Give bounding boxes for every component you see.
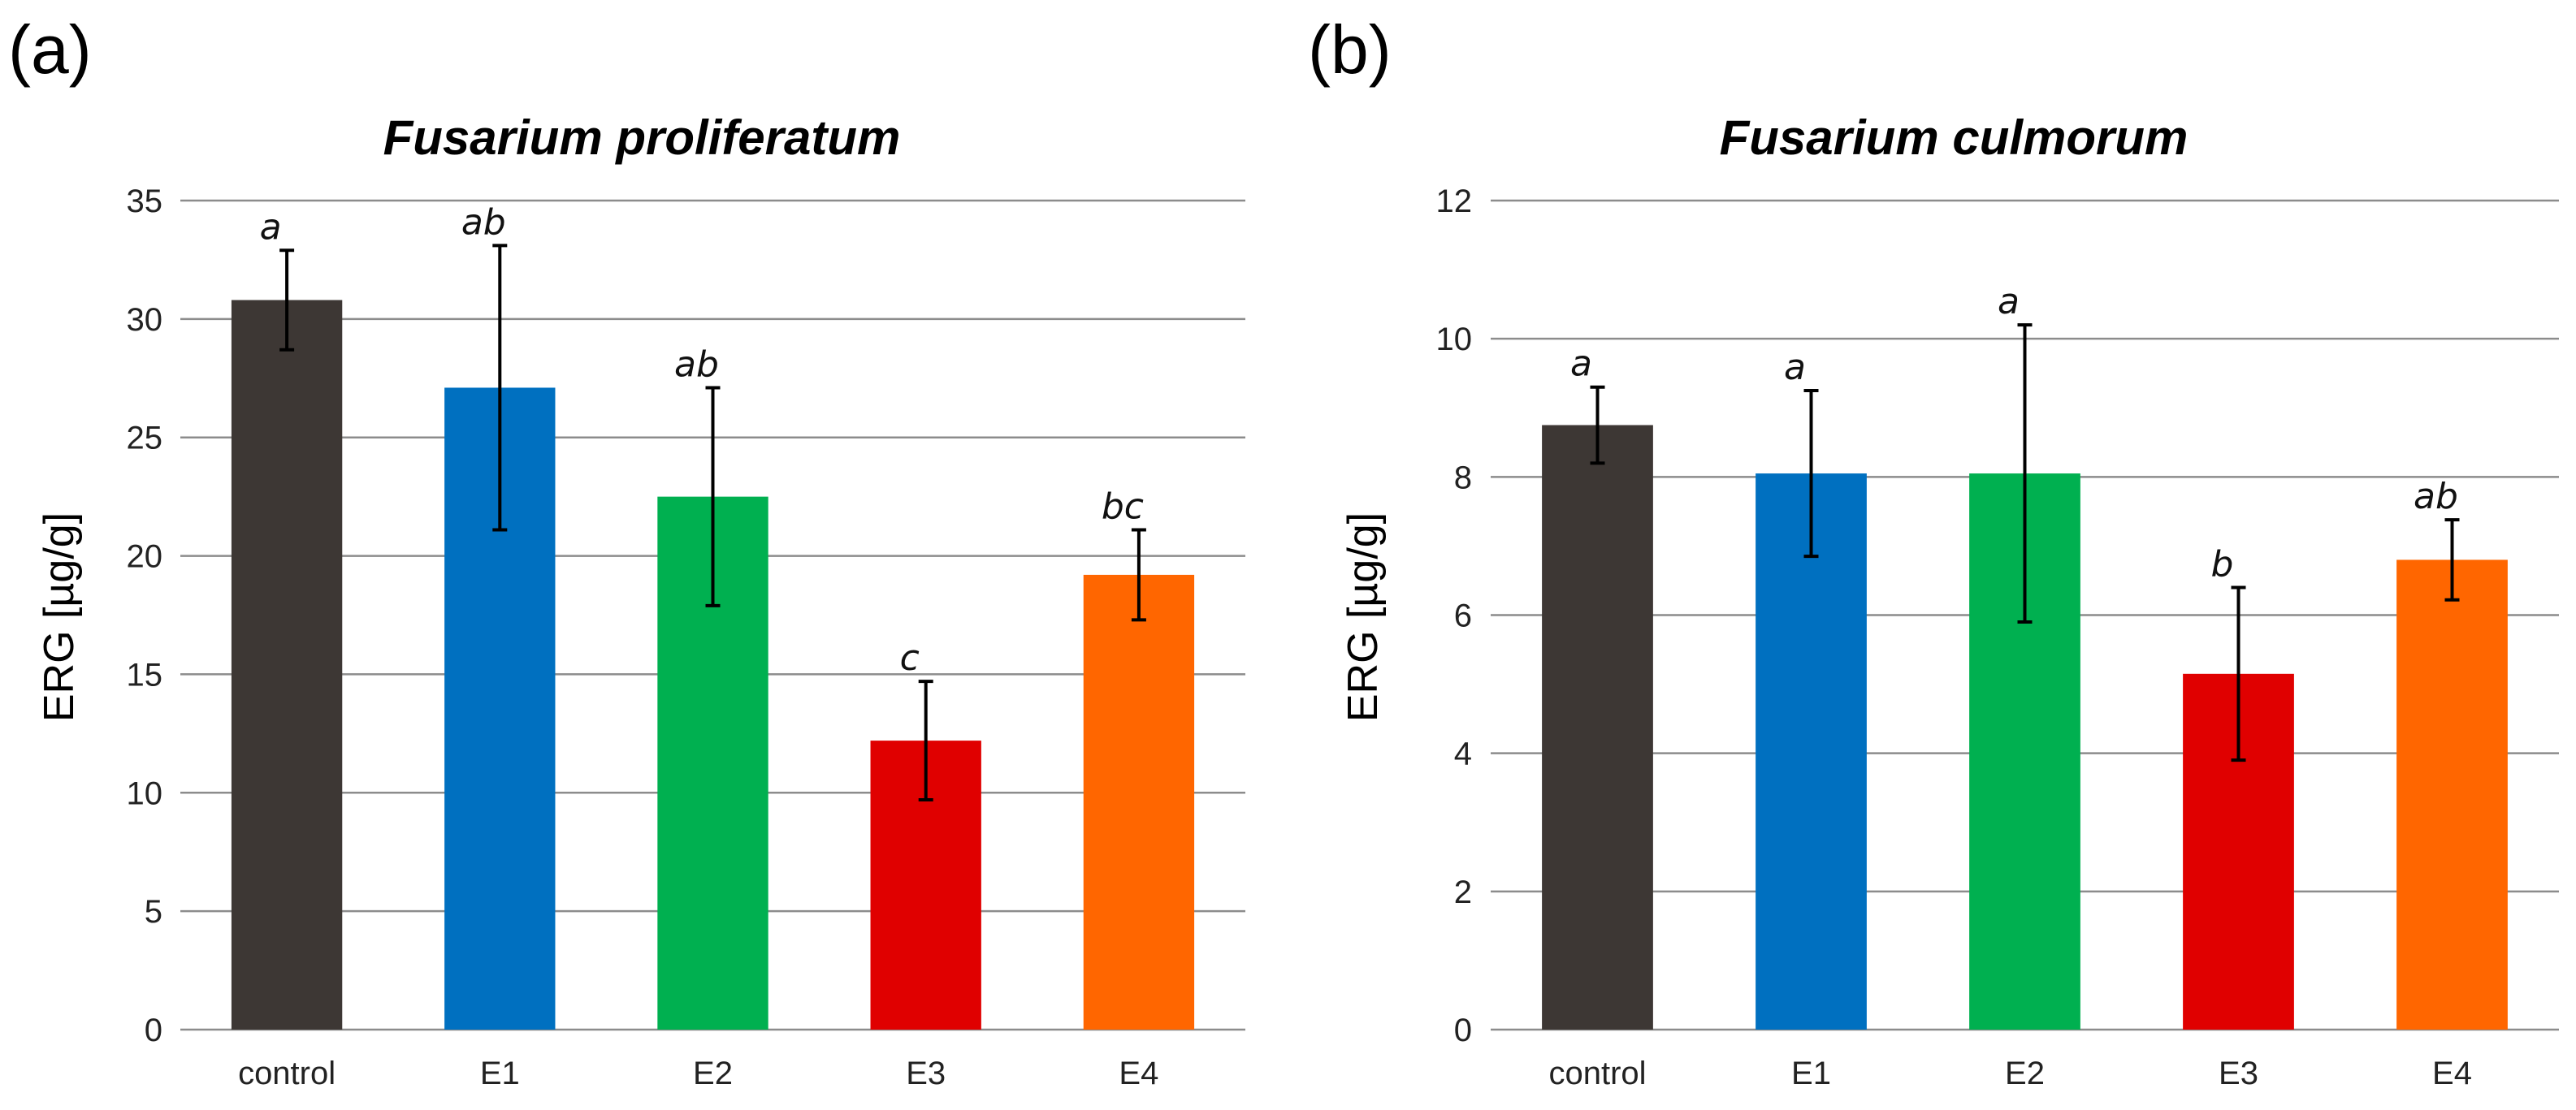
significance-label: a	[260, 206, 282, 248]
bars: a control a E1 a E2 b E3 ab E4	[1542, 281, 2508, 1091]
significance-label: b	[2211, 543, 2234, 585]
chart-panel-b: (b) Fusarium culmorum ERG [µg/g] 0 2 4 6 8 10…	[1308, 11, 2559, 1091]
bar-e4	[2396, 559, 2508, 1030]
bar-e4	[1083, 574, 1195, 1030]
x-tick-label: E2	[2005, 1056, 2045, 1091]
bar-control	[1542, 425, 1653, 1030]
x-tick-label: E3	[906, 1056, 946, 1091]
y-tick-label: 0	[1454, 1013, 1472, 1048]
significance-label: a	[1998, 281, 2020, 322]
y-tick-label: 2	[1454, 875, 1472, 910]
y-tick-label: 10	[127, 775, 163, 811]
bar-e1	[1756, 473, 1867, 1030]
significance-label: ab	[2414, 476, 2458, 517]
y-axis-label-a: ERG [µg/g]	[36, 512, 83, 722]
gridlines: 0 2 4 6 8 10 12	[1436, 184, 2559, 1048]
chart-panel-a: (a) Fusarium proliferatum ERG [µg/g] 0 5 1…	[8, 11, 1245, 1091]
y-tick-label: 8	[1454, 460, 1472, 495]
x-tick-label: control	[238, 1056, 336, 1091]
x-tick-label: control	[1548, 1056, 1646, 1091]
x-tick-label: E4	[2432, 1056, 2472, 1091]
y-tick-label: 35	[127, 184, 163, 219]
y-tick-label: 4	[1454, 736, 1472, 772]
y-tick-label: 25	[127, 421, 163, 456]
y-tick-label: 5	[145, 894, 162, 930]
significance-label: a	[1784, 347, 1806, 388]
y-tick-label: 30	[127, 302, 163, 338]
x-tick-label: E4	[1119, 1056, 1158, 1091]
significance-label: a	[1570, 343, 1592, 385]
y-tick-label: 0	[145, 1013, 162, 1048]
y-tick-label: 10	[1436, 322, 1473, 357]
panel-label-b: (b)	[1308, 11, 1392, 88]
x-tick-label: E1	[1791, 1056, 1831, 1091]
significance-label: c	[900, 637, 920, 679]
panel-label-a: (a)	[8, 11, 92, 88]
y-tick-label: 15	[127, 657, 163, 693]
y-axis-label-b: ERG [µg/g]	[1340, 512, 1387, 722]
significance-label: ab	[674, 343, 719, 385]
x-tick-label: E2	[693, 1056, 733, 1091]
x-tick-label: E1	[480, 1056, 520, 1091]
chart-title-b: Fusarium culmorum	[1720, 110, 2189, 165]
chart-title-a: Fusarium proliferatum	[383, 110, 901, 165]
significance-label: ab	[461, 201, 506, 243]
bar-control	[231, 300, 343, 1030]
bars: a control ab E1 ab E2 c E3 bc E4	[231, 201, 1195, 1091]
x-tick-label: E3	[2219, 1056, 2258, 1091]
y-tick-label: 20	[127, 539, 163, 575]
y-tick-label: 6	[1454, 598, 1472, 634]
significance-label: bc	[1102, 486, 1144, 527]
y-tick-label: 12	[1436, 184, 1473, 219]
